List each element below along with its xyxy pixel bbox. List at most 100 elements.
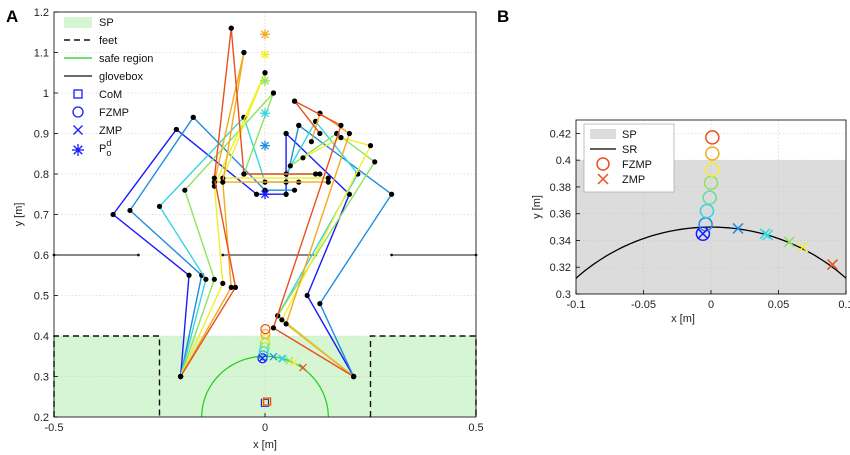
pose-joint (211, 276, 217, 282)
pose-segment (302, 136, 342, 159)
fzmp-point (260, 324, 271, 335)
y-tick-label: 0.6 (34, 250, 49, 262)
y-tick-label: 0.36 (550, 209, 571, 221)
x-stroke (762, 229, 774, 241)
pose-joint (156, 203, 163, 209)
zmp-point (732, 222, 744, 234)
x-tick-label: 0 (262, 422, 268, 434)
zmp-point (278, 354, 287, 363)
pose-joint (228, 25, 234, 31)
com-point (262, 397, 272, 406)
legend-label: SP (622, 129, 637, 141)
pose-joint (367, 143, 374, 149)
legend-entry: glovebox (64, 71, 144, 83)
pose-2 (127, 114, 395, 380)
pose-1 (110, 126, 357, 380)
pose-joint (262, 70, 268, 76)
legend-label: ZMP (622, 174, 645, 186)
pod-point (260, 29, 270, 40)
x-stroke (797, 241, 809, 253)
pose-joint (173, 126, 179, 133)
legend-swatch (597, 173, 609, 185)
fzmp-point (695, 226, 711, 242)
x-stroke (258, 354, 267, 363)
legend-label-text: FZMP (99, 107, 129, 119)
star-ray (261, 109, 269, 118)
y-tick-label: 0.2 (34, 412, 49, 424)
legend-swatch (73, 125, 83, 135)
zmp-point (285, 356, 294, 365)
star-ray (261, 30, 269, 39)
pose-joint (241, 171, 247, 177)
pose-joint (241, 49, 247, 56)
zmp-point (762, 229, 774, 241)
legend-entry: FZMP (72, 106, 129, 119)
pose-joint (203, 276, 209, 282)
pod-point (260, 189, 270, 200)
pose-segment (112, 128, 190, 377)
pose-joint (351, 373, 357, 380)
glovebox-end (137, 253, 140, 257)
y-tick-label: 0.9 (34, 129, 49, 141)
pose-segment (289, 132, 338, 167)
y-tick-label: 1.2 (34, 7, 49, 19)
legend-label-text: SP (99, 17, 114, 29)
pose-joint (291, 98, 298, 104)
legend-entry: SP (64, 17, 114, 29)
pose-joint (304, 292, 310, 299)
legend-entry: ZMP (73, 125, 122, 137)
pose-segment (285, 132, 355, 377)
y-tick-label: 0.3 (34, 372, 49, 384)
pose-joint (190, 114, 196, 120)
fzmp-point (260, 328, 271, 340)
pose-segment (285, 112, 355, 378)
pose-joint (220, 280, 226, 286)
x-axis-label: x [m] (253, 439, 277, 451)
pose-joint (232, 284, 239, 290)
x-stroke (826, 259, 839, 271)
legend-entry: feet (64, 35, 117, 47)
pose-7 (178, 25, 357, 380)
pose-joint (317, 171, 323, 177)
fzmp-point (705, 162, 720, 177)
y-axis-label: y [m] (13, 203, 25, 227)
pose-segment (272, 100, 354, 378)
x-stroke (289, 358, 298, 367)
fzmp-point (705, 146, 720, 161)
zmp-point (797, 241, 809, 253)
pose-joint (300, 155, 306, 161)
legend-label-sub: o (106, 148, 111, 158)
pose-joint (283, 321, 289, 327)
pose-joint (283, 130, 289, 137)
pose-joint (270, 90, 277, 96)
x-tick-label: 0.5 (468, 422, 483, 434)
pod-point (260, 49, 270, 60)
legend-label: ZMP (99, 125, 122, 137)
glovebox-end (390, 253, 393, 257)
legend-label: FZMP (622, 159, 652, 171)
pose-joint (182, 187, 188, 193)
fzmp-point (260, 333, 271, 344)
legend-label: Pod (99, 138, 111, 158)
zmp-point (299, 363, 307, 372)
x-tick-label: 0 (708, 299, 714, 311)
pose-joint (338, 134, 344, 141)
legend-label-text: ZMP (99, 125, 122, 137)
x-stroke (697, 228, 709, 240)
legend-entry: SR (590, 144, 637, 156)
legend-label: CoM (99, 89, 122, 101)
x-stroke (732, 222, 744, 234)
pose-segment (158, 116, 245, 377)
legend-swatch (596, 157, 610, 171)
pose-joint (228, 284, 234, 290)
y-tick-label: 0.5 (34, 291, 49, 303)
pod-point (260, 108, 270, 119)
y-axis-label: y [m] (531, 195, 543, 219)
y-tick-label: 0.7 (34, 210, 49, 222)
pose-joint (389, 191, 395, 197)
pose-joint (372, 159, 378, 165)
legend-label-text: glovebox (99, 71, 144, 83)
y-tick-label: 0.34 (550, 235, 571, 247)
zmp-point (269, 352, 278, 361)
zmp-point (783, 236, 795, 248)
